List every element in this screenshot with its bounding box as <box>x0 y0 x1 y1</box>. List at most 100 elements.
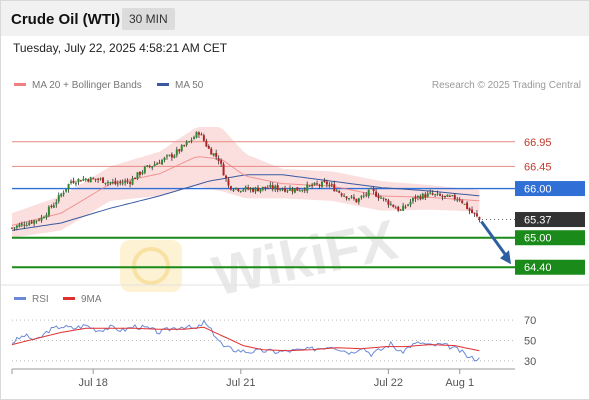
level-65-37-label: 65.37 <box>524 215 552 227</box>
candle-body <box>143 166 146 173</box>
candle-body <box>446 194 449 197</box>
candle-body <box>114 180 117 184</box>
candle-body <box>15 225 18 228</box>
level-66-00-label: 66.00 <box>524 184 552 196</box>
candle-body <box>165 155 168 157</box>
candle-body <box>421 193 424 200</box>
candle-body <box>473 212 476 214</box>
candle-body <box>443 195 446 197</box>
candle-body <box>70 181 73 184</box>
watermark-logo-ring <box>132 247 170 285</box>
legend-9ma: 9MA <box>63 294 102 305</box>
candle-body <box>380 197 382 199</box>
candle-body <box>47 206 50 216</box>
legend-rsi: RSI <box>14 294 49 305</box>
candle-body <box>463 203 466 205</box>
candle-body <box>301 189 304 191</box>
candle-body <box>436 193 439 195</box>
candle-body <box>303 189 306 191</box>
candle-body <box>185 141 188 145</box>
candle-body <box>116 183 119 185</box>
rsi-tick-30: 30 <box>524 356 536 368</box>
candle-body <box>375 191 378 197</box>
candle-body <box>284 188 287 192</box>
candle-body <box>311 184 314 187</box>
candle-body <box>173 155 176 158</box>
candle-body <box>377 195 380 199</box>
candle-body <box>404 206 407 208</box>
candle-body <box>451 195 454 197</box>
candle-body <box>271 185 274 190</box>
candle-body <box>35 220 38 222</box>
candle-body <box>252 188 255 192</box>
candle-body <box>372 188 375 191</box>
candle-body <box>365 194 368 196</box>
x-tick-label: Jul 18 <box>79 377 108 389</box>
candle-body <box>195 132 198 138</box>
candle-body <box>466 202 469 209</box>
candle-body <box>111 182 114 184</box>
level-66-45-label: 66.45 <box>524 161 552 173</box>
candle-body <box>84 178 87 180</box>
candle-body <box>367 189 370 197</box>
candle-body <box>298 190 301 192</box>
candle-body <box>370 188 373 190</box>
candle-body <box>13 227 16 229</box>
ma50-line <box>11 174 480 231</box>
candle-body <box>419 196 422 200</box>
candle-body <box>340 193 343 196</box>
candle-body <box>325 181 328 185</box>
candle-body <box>323 180 326 183</box>
candle-body <box>439 194 442 196</box>
candle-body <box>242 189 245 191</box>
candle-body <box>52 205 55 208</box>
candle-body <box>431 193 434 195</box>
candle-body <box>239 190 242 192</box>
candle-body <box>232 189 235 191</box>
candle-body <box>124 181 127 184</box>
candle-body <box>82 178 85 181</box>
candle-body <box>281 189 284 191</box>
candle-body <box>456 199 459 201</box>
level-64-40-label: 64.40 <box>524 262 552 274</box>
candle-body <box>384 199 387 201</box>
candle-body <box>20 223 23 226</box>
forecast-arrow-shaft <box>480 220 510 260</box>
legend-9ma-label: 9MA <box>81 294 102 305</box>
interval-badge[interactable]: 30 MIN <box>122 8 175 30</box>
legend-rsi-swatch <box>14 296 26 300</box>
candle-body <box>276 185 279 191</box>
legend-rsi-label: RSI <box>32 294 49 305</box>
candle-body <box>335 190 338 192</box>
candle-body <box>207 146 210 149</box>
candle-body <box>475 213 478 217</box>
candle-body <box>394 207 397 209</box>
candle-body <box>286 190 289 192</box>
candle-body <box>264 186 267 189</box>
candle-body <box>306 184 309 192</box>
candle-body <box>333 184 336 192</box>
candle-body <box>227 179 230 186</box>
candle-body <box>225 175 228 179</box>
level-66-00-box <box>515 181 585 197</box>
candle-body <box>426 193 429 197</box>
candle-body <box>197 132 200 135</box>
x-tick-label: Aug 1 <box>445 377 474 389</box>
candle-body <box>200 134 203 136</box>
candle-body <box>244 186 247 190</box>
candle-body <box>180 145 183 152</box>
candle-body <box>288 188 291 191</box>
candle-body <box>448 195 451 197</box>
candle-body <box>316 183 319 185</box>
candle-body <box>249 188 252 190</box>
candle-body <box>279 189 282 191</box>
candle-body <box>352 197 355 199</box>
candle-body <box>138 171 141 175</box>
header-bar: Crude Oil (WTI) 30 MIN <box>1 1 589 36</box>
candle-body <box>254 187 257 192</box>
candle-body <box>65 189 68 192</box>
candle-body <box>67 183 70 190</box>
candle-body <box>345 196 348 199</box>
candle-body <box>55 202 58 205</box>
